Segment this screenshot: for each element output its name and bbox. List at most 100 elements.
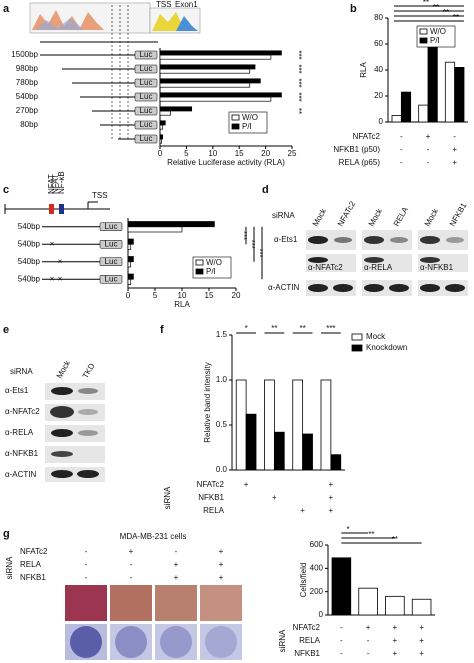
luc-label: Luc xyxy=(105,274,118,283)
bar xyxy=(444,61,456,123)
legend-label: W/O xyxy=(430,27,446,36)
luc-label: Luc xyxy=(105,257,118,266)
lane-label: Mock xyxy=(423,206,441,228)
condition-name: NFATc2 xyxy=(20,547,48,556)
panel-label: c xyxy=(3,184,9,196)
condition-mark: + xyxy=(219,560,224,569)
construct-label: 980bp xyxy=(16,64,39,73)
legend-swatch xyxy=(231,123,240,130)
lane-label: Mock xyxy=(55,358,73,380)
construct-label: 540bp xyxy=(18,257,41,266)
sirna-label: siRNA xyxy=(272,211,295,220)
nfat-label: NFAT xyxy=(47,174,56,194)
y-tick-label: 0 xyxy=(319,610,324,619)
x-tick-label: 10 xyxy=(178,291,187,300)
bar xyxy=(331,557,352,616)
panel-label: g xyxy=(3,528,10,540)
western-blot xyxy=(45,383,105,482)
luc-label: Luc xyxy=(140,78,153,87)
condition-mark: - xyxy=(130,573,133,582)
x-tick-label: 20 xyxy=(232,291,241,300)
bar xyxy=(159,78,261,84)
condition-mark: + xyxy=(219,547,224,556)
bar xyxy=(385,595,405,616)
condition-mark: + xyxy=(452,158,457,167)
nfkb-label: NF-κB xyxy=(57,171,66,194)
condition-mark: + xyxy=(329,493,334,502)
blot-label: α-NFKB1 xyxy=(5,449,39,458)
legend-label: P/I xyxy=(242,122,252,131)
condition-mark: - xyxy=(400,158,403,167)
bar xyxy=(159,124,163,130)
condition-mark: - xyxy=(85,547,88,556)
condition-mark: + xyxy=(426,132,431,141)
condition-name: RELA (p65) xyxy=(339,158,381,167)
bar xyxy=(320,379,332,471)
x-tick-label: 0 xyxy=(126,291,131,300)
lane-label: NFKB1 xyxy=(448,201,469,228)
significance: * xyxy=(245,324,248,333)
significance: * xyxy=(347,525,350,534)
significance: ** xyxy=(300,324,306,333)
blot-label: α-ACTIN xyxy=(268,283,300,292)
panel-label: a xyxy=(3,3,10,15)
blot-label: α-Ets1 xyxy=(274,235,298,244)
bar xyxy=(159,120,166,126)
bar xyxy=(159,64,256,70)
legend-label: P/I xyxy=(430,36,440,45)
bar xyxy=(127,256,134,263)
condition-name: NFKB1 xyxy=(294,649,320,658)
condition-mark: + xyxy=(174,560,179,569)
lane-label: TKD xyxy=(81,362,97,381)
blot-label: α-NFATc2 xyxy=(5,407,40,416)
lane-label: Mock xyxy=(311,206,329,228)
significance: *** xyxy=(239,231,248,240)
significance: ** xyxy=(271,324,277,333)
luc-box xyxy=(134,50,158,60)
construct-label: 80bp xyxy=(20,120,38,129)
significance: ** xyxy=(453,13,459,22)
x-axis-label: RLA xyxy=(174,300,190,309)
y-tick-label: 0 xyxy=(379,117,384,126)
condition-mark: - xyxy=(400,145,403,154)
condition-mark: - xyxy=(85,560,88,569)
luc-label: Luc xyxy=(140,50,153,59)
bar xyxy=(127,226,183,233)
panel-label: d xyxy=(262,184,269,196)
bar xyxy=(159,68,251,74)
lane-label: RELA xyxy=(392,205,411,228)
luc-label: Luc xyxy=(105,222,118,231)
condition-name: RELA xyxy=(20,560,42,569)
legend-swatch xyxy=(195,259,204,266)
mutation-mark: × xyxy=(50,274,55,283)
y-tick-label: 200 xyxy=(310,587,324,596)
bar xyxy=(159,106,193,112)
luc-box xyxy=(134,134,158,144)
x-tick-label: 25 xyxy=(288,149,297,158)
condition-mark: - xyxy=(427,158,430,167)
condition-mark: + xyxy=(419,649,424,658)
significance: *** xyxy=(247,240,256,249)
condition-mark: - xyxy=(130,560,133,569)
mutation-mark: × xyxy=(50,239,55,248)
legend-label: Knockdown xyxy=(366,343,407,352)
y-axis-label: Relative band intensity xyxy=(203,362,212,443)
tss-label: TSS xyxy=(92,191,108,200)
sirna-label: siRNA xyxy=(163,486,172,509)
y-axis-label: Cells/field xyxy=(299,563,308,598)
luc-box xyxy=(134,78,158,88)
bar xyxy=(245,413,257,471)
bar xyxy=(273,431,285,471)
y-tick-label: 0.5 xyxy=(216,420,228,429)
blot-label: α-ACTIN xyxy=(5,470,37,479)
bar xyxy=(159,50,282,56)
blot-label: α-NFATc2 xyxy=(308,263,343,272)
sirna-label: siRNA xyxy=(5,556,14,579)
bar xyxy=(330,454,342,471)
condition-name: NFKB1 xyxy=(198,493,224,502)
significance: ** xyxy=(392,535,398,544)
luc-box xyxy=(99,222,123,231)
condition-mark: + xyxy=(366,623,371,632)
legend-swatch xyxy=(419,37,428,44)
